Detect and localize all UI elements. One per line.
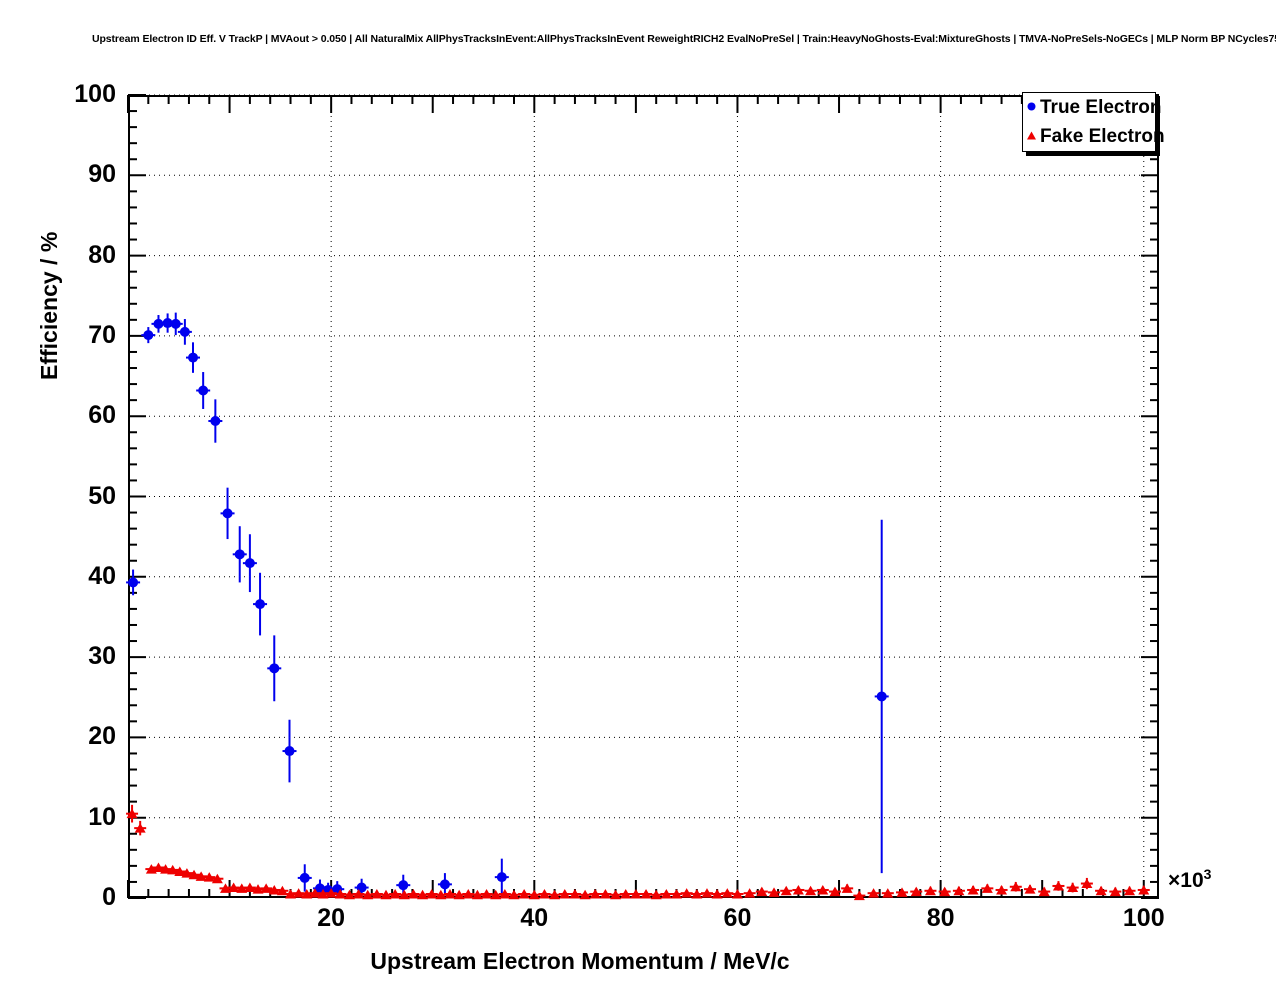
filled-triangle-icon — [1026, 128, 1037, 146]
x-axis-tick-label: 20 — [317, 904, 346, 932]
y-axis-tick-label: 80 — [88, 240, 116, 269]
legend-label-true-electron: True Electron — [1040, 96, 1162, 118]
x-axis-title: Upstream Electron Momentum / MeV/c — [370, 948, 790, 974]
plot-frame — [128, 95, 1159, 898]
plot-title: Upstream Electron ID Eff. V TrackP | MVA… — [92, 33, 1276, 45]
x-axis-tick-label: 60 — [723, 904, 752, 932]
y-axis-tick-label: 90 — [88, 160, 116, 189]
x-axis-exponent: ×103 — [1168, 866, 1211, 893]
y-axis-tick-label: 0 — [102, 883, 116, 911]
y-axis-tick-label: 100 — [74, 80, 116, 108]
exponent-prefix: ×10 — [1168, 869, 1204, 892]
y-axis-tick-label: 10 — [88, 802, 116, 831]
exponent-power: 3 — [1203, 866, 1212, 882]
x-axis-tick-label: 100 — [1122, 904, 1165, 932]
y-axis-tick-label: 70 — [88, 320, 116, 349]
y-axis-tick-label: 30 — [88, 642, 116, 671]
legend: True Electron Fake Electron — [1022, 92, 1165, 152]
y-axis-tick-label: 20 — [88, 722, 116, 751]
y-axis-tick-label: 60 — [88, 401, 116, 430]
x-axis-tick-label: 80 — [926, 904, 955, 932]
legend-entry-true-electron: True Electron — [1023, 93, 1161, 122]
filled-circle-icon — [1026, 99, 1037, 117]
y-axis-tick-label: 40 — [88, 561, 116, 590]
legend-label-fake-electron: Fake Electron — [1040, 125, 1165, 147]
legend-entry-fake-electron: Fake Electron — [1023, 122, 1165, 151]
x-axis-tick-label: 40 — [520, 904, 549, 932]
y-axis-tick-label: 50 — [88, 481, 116, 510]
